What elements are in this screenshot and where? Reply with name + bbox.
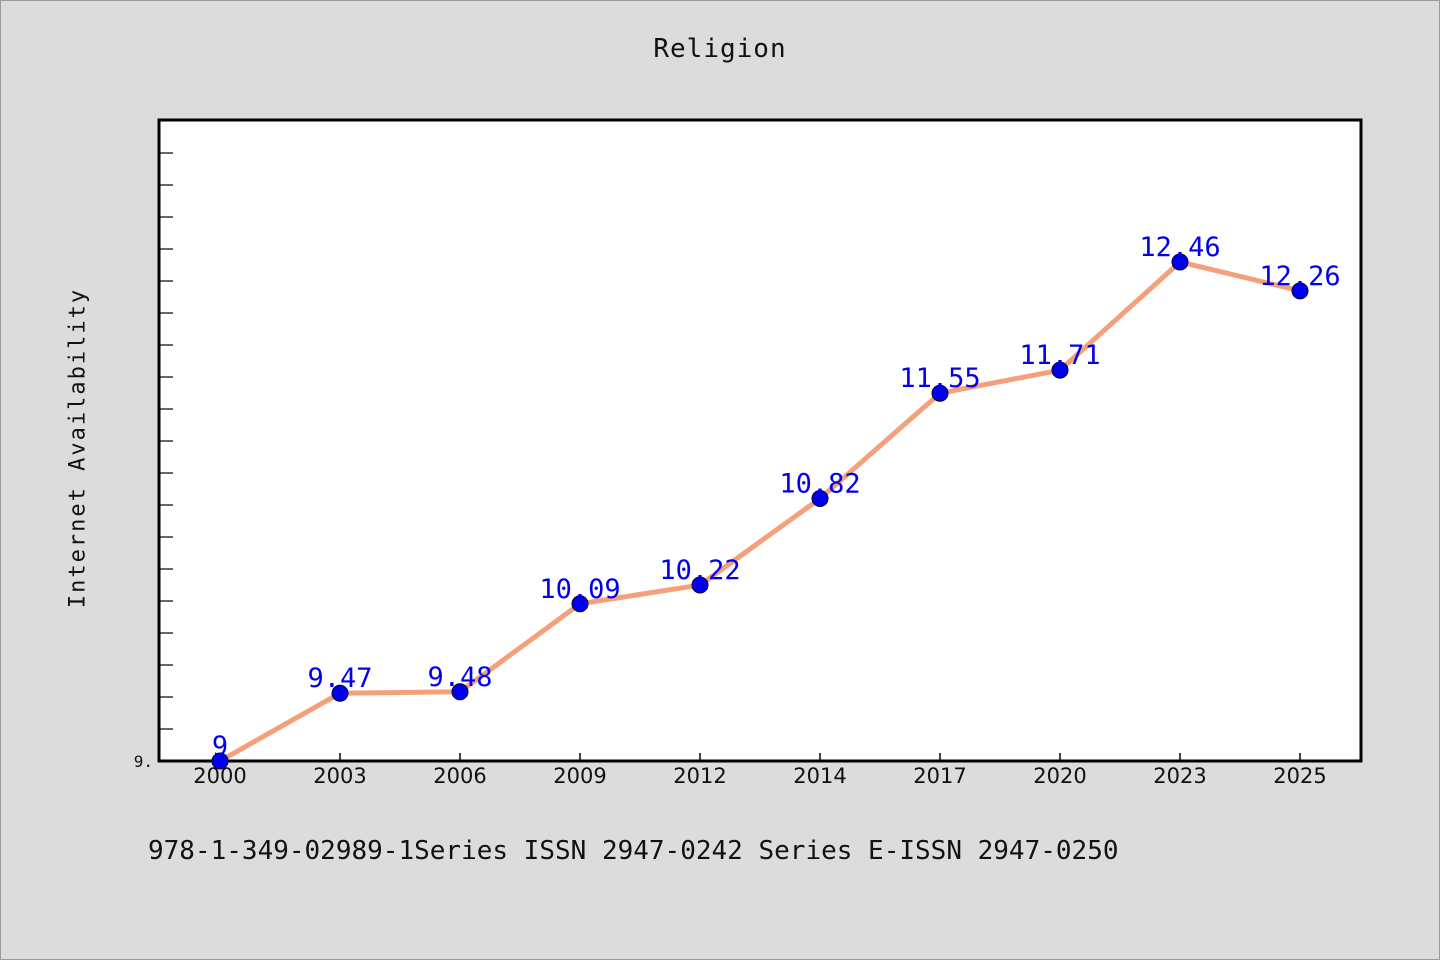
plot-area xyxy=(157,118,1363,763)
data-point xyxy=(1051,361,1069,379)
x-tick-label: 2020 xyxy=(1033,764,1086,788)
data-point xyxy=(451,683,469,701)
x-tick-label: 2014 xyxy=(793,764,846,788)
series-group: 9 9.47 9.48 10.09 10.22 10.82 11.55 11.71 12.46 1… xyxy=(211,232,1341,770)
data-label: 12.26 xyxy=(1259,261,1340,292)
data-label: 9 xyxy=(212,731,228,762)
data-point xyxy=(691,576,709,594)
data-label: 11.55 xyxy=(899,363,980,394)
data-label: 9.47 xyxy=(307,663,372,694)
x-tick-label: 2003 xyxy=(313,764,366,788)
x-tick-label: 2025 xyxy=(1273,764,1326,788)
data-label: 12.46 xyxy=(1139,232,1220,263)
data-label: 9.48 xyxy=(427,662,492,693)
x-tick-label: 2023 xyxy=(1153,764,1206,788)
y-tick-label: 9. xyxy=(134,752,153,771)
series-line xyxy=(218,259,1301,764)
data-point xyxy=(1171,253,1189,271)
data-label: 10.82 xyxy=(779,469,860,500)
data-point xyxy=(931,384,949,402)
data-label: 11.71 xyxy=(1019,340,1100,371)
chart-title: Religion xyxy=(653,34,787,64)
data-point xyxy=(211,752,229,770)
y-axis-ticks: 9. xyxy=(134,152,173,771)
x-axis-ticks: 2000 2003 2006 2009 2012 2014 2017 2020 2023 2025 xyxy=(193,753,1327,788)
data-point xyxy=(571,595,589,613)
footer-isbn-text: 978-1-349-02989-1Series ISSN 2947-0242 S… xyxy=(148,836,1119,866)
data-label: 10.09 xyxy=(539,574,620,605)
x-tick-label: 2017 xyxy=(913,764,966,788)
data-point xyxy=(1291,282,1309,300)
data-point xyxy=(811,490,829,508)
data-point xyxy=(331,684,349,702)
x-tick-label: 2009 xyxy=(553,764,606,788)
x-tick-label: 2012 xyxy=(673,764,726,788)
x-tick-label: 2006 xyxy=(433,764,486,788)
data-label: 10.22 xyxy=(659,555,740,586)
